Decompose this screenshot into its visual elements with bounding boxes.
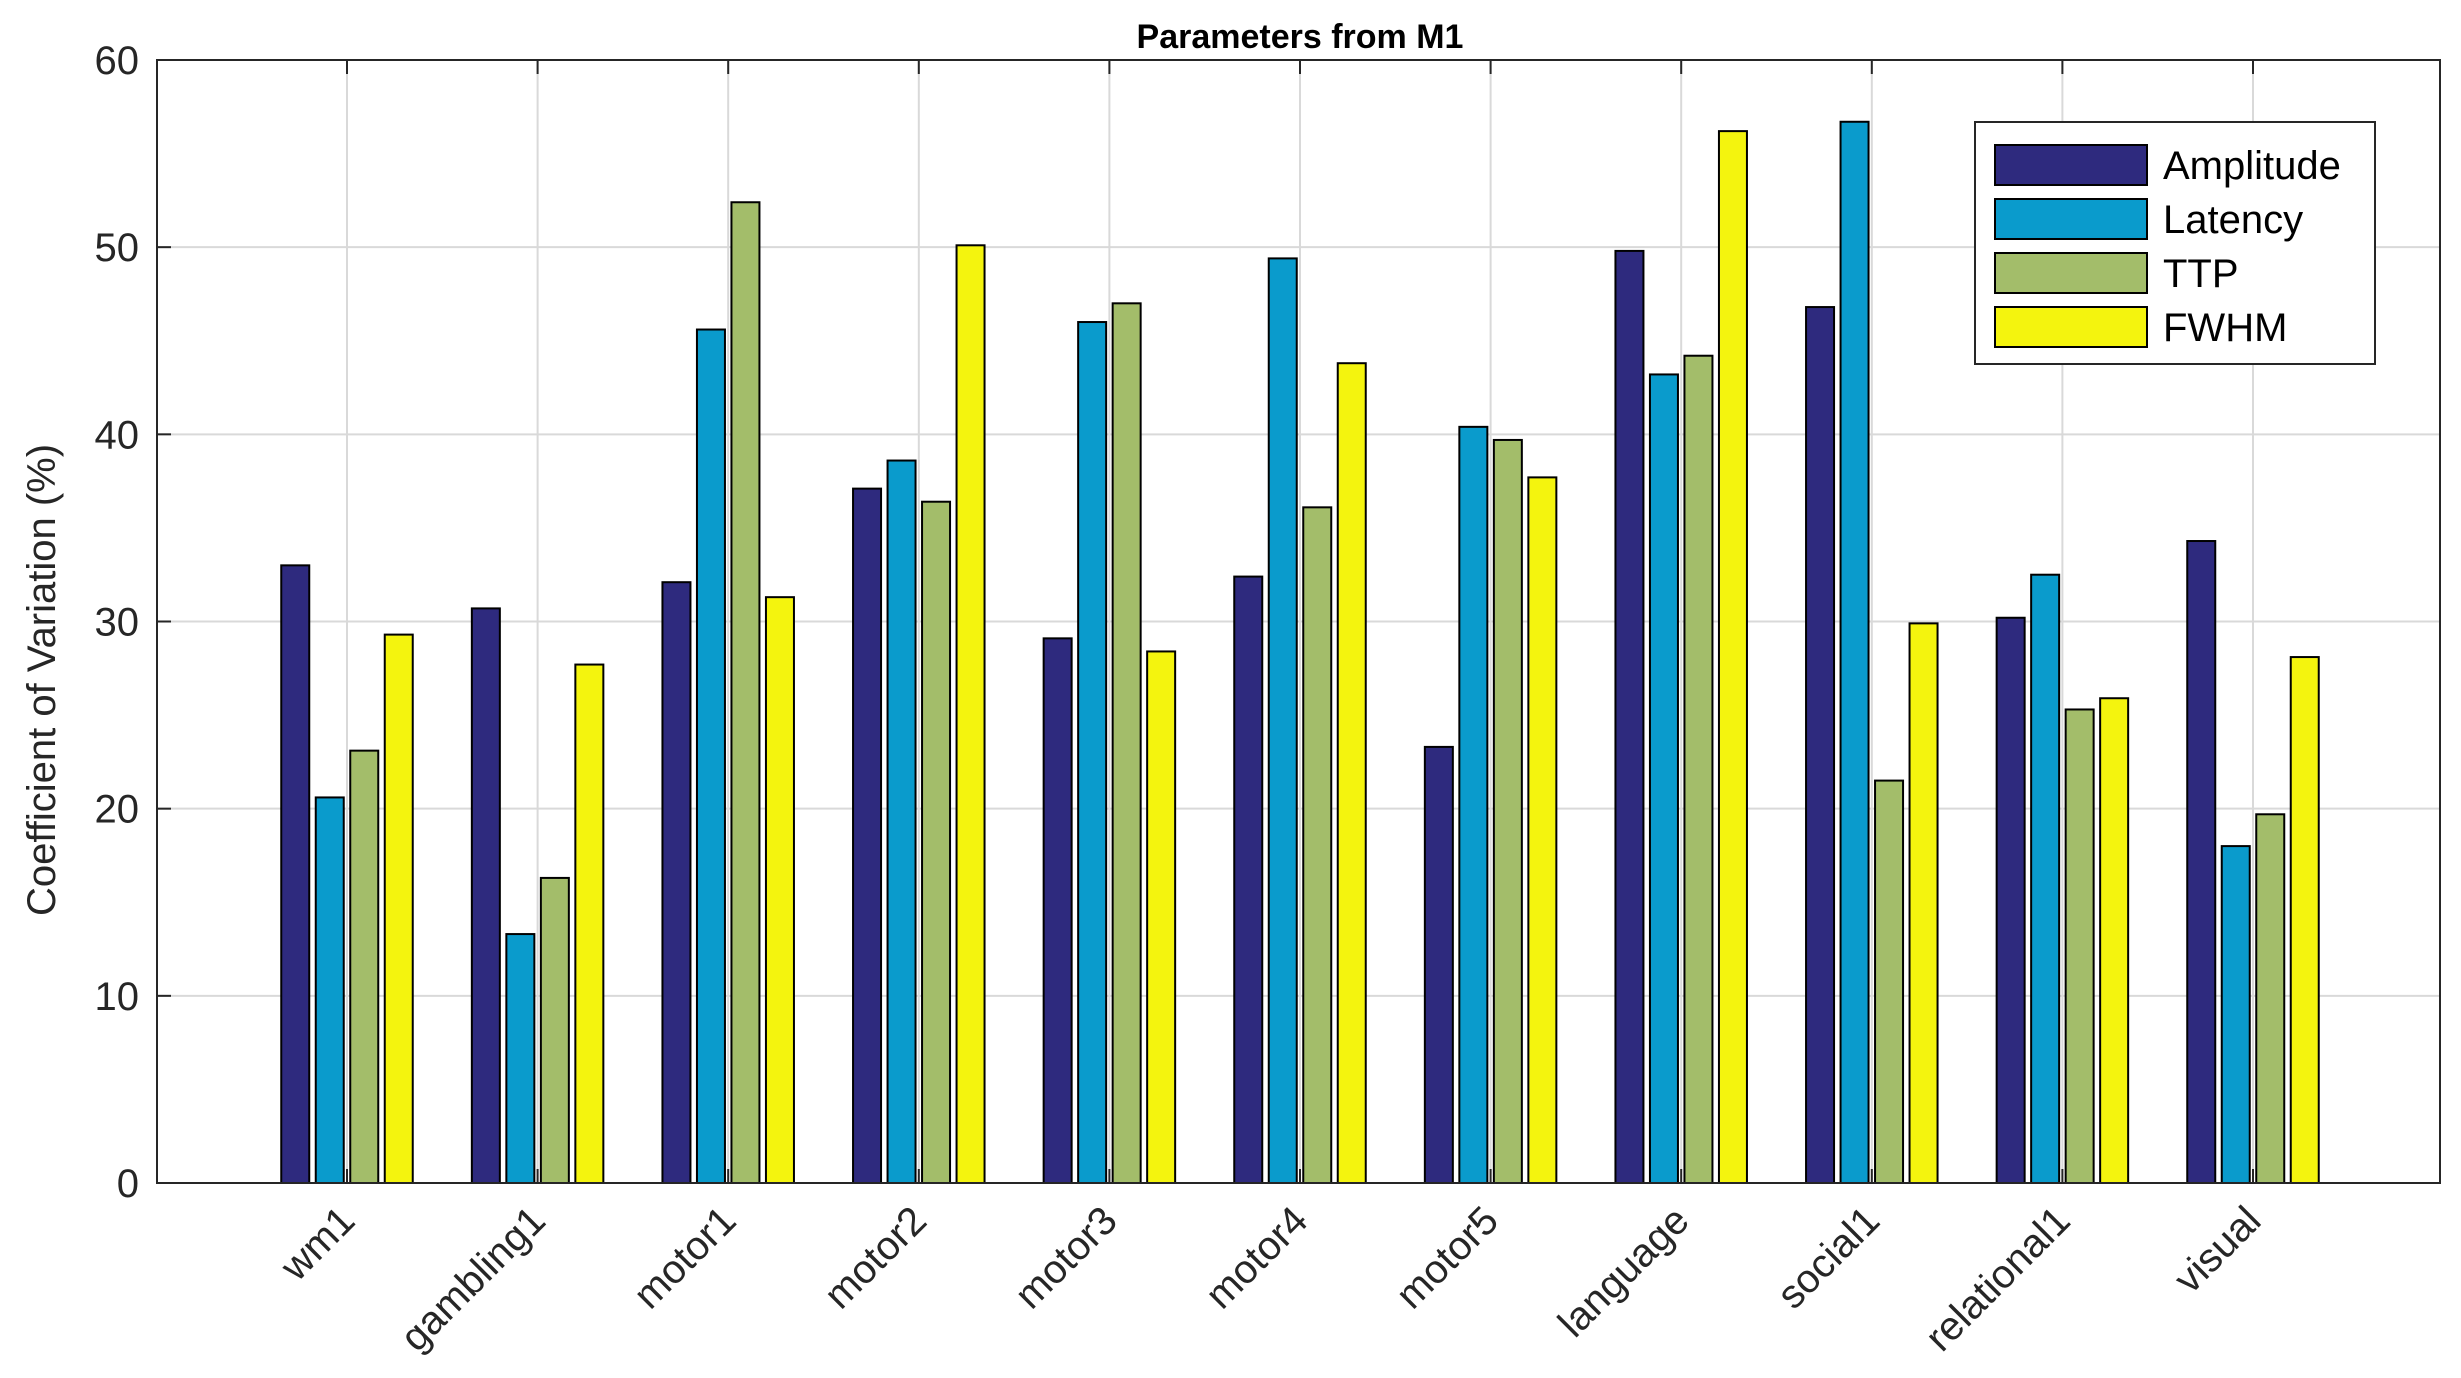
x-tick-label: gambling1 bbox=[392, 1198, 554, 1360]
bar-latency-wm1 bbox=[314, 796, 345, 1184]
y-tick-label: 20 bbox=[95, 788, 140, 832]
bar-latency-motor1 bbox=[695, 328, 726, 1184]
bar-amplitude-language bbox=[1614, 249, 1645, 1185]
bar-fwhm-wm1 bbox=[383, 633, 414, 1184]
legend-label-amplitude: Amplitude bbox=[2163, 144, 2341, 188]
x-tick-label: visual bbox=[2166, 1198, 2269, 1301]
bar-amplitude-visual bbox=[2186, 540, 2217, 1184]
bar-amplitude-gambling1 bbox=[470, 607, 501, 1184]
bar-latency-visual bbox=[2220, 845, 2251, 1184]
bar-latency-gambling1 bbox=[505, 933, 536, 1185]
bar-ttp-visual bbox=[2255, 813, 2286, 1184]
grid-lines bbox=[157, 60, 2440, 1183]
bar-amplitude-motor1 bbox=[661, 581, 692, 1184]
bar-ttp-language bbox=[1683, 354, 1714, 1184]
bar-latency-relational1 bbox=[2030, 573, 2061, 1184]
bar-fwhm-visual bbox=[2289, 656, 2320, 1184]
bar-amplitude-wm1 bbox=[280, 564, 311, 1184]
bar-amplitude-relational1 bbox=[1995, 616, 2026, 1184]
bar-ttp-social1 bbox=[1874, 779, 1905, 1184]
x-tick-label: motor3 bbox=[1007, 1198, 1126, 1317]
bar-fwhm-relational1 bbox=[2099, 697, 2130, 1184]
y-tick-label: 0 bbox=[117, 1162, 139, 1206]
legend-swatch-fwhm bbox=[1994, 306, 2148, 348]
x-tick-label: motor2 bbox=[816, 1198, 935, 1317]
y-tick-label: 50 bbox=[95, 226, 140, 270]
x-tick-label: wm1 bbox=[272, 1198, 364, 1290]
x-tick-label: relational1 bbox=[1917, 1198, 2079, 1360]
bar-ttp-wm1 bbox=[349, 749, 380, 1185]
y-axis-label: Coefficient of Variation (%) bbox=[20, 444, 64, 916]
bar-fwhm-language bbox=[1717, 130, 1748, 1185]
bar-latency-language bbox=[1648, 373, 1679, 1184]
y-tick-label: 60 bbox=[95, 39, 140, 83]
y-tick-label: 10 bbox=[95, 975, 140, 1019]
bar-latency-motor4 bbox=[1267, 257, 1298, 1184]
bars bbox=[280, 120, 2320, 1185]
bar-ttp-motor2 bbox=[921, 500, 952, 1185]
x-tick-label: language bbox=[1550, 1198, 1698, 1346]
bar-ttp-motor5 bbox=[1492, 438, 1523, 1185]
bar-fwhm-motor1 bbox=[764, 596, 795, 1184]
y-axis-ticks: 0 10 20 30 40 50 60 bbox=[95, 39, 171, 1206]
bar-latency-motor3 bbox=[1077, 321, 1108, 1184]
bar-fwhm-motor2 bbox=[955, 244, 986, 1185]
bar-amplitude-motor4 bbox=[1233, 575, 1264, 1184]
bar-ttp-relational1 bbox=[2064, 708, 2095, 1184]
legend: Amplitude Latency TTP FWHM bbox=[1974, 121, 2376, 365]
bar-ttp-motor1 bbox=[730, 201, 761, 1185]
bar-fwhm-motor5 bbox=[1527, 476, 1558, 1184]
bar-fwhm-gambling1 bbox=[574, 663, 605, 1184]
bar-fwhm-motor4 bbox=[1336, 362, 1367, 1184]
legend-swatch-ttp bbox=[1994, 252, 2148, 294]
bar-amplitude-social1 bbox=[1805, 306, 1836, 1184]
y-tick-label: 30 bbox=[95, 601, 140, 645]
legend-label-latency: Latency bbox=[2163, 198, 2303, 242]
legend-swatch-amplitude bbox=[1994, 144, 2148, 186]
x-tick-label: motor5 bbox=[1388, 1198, 1507, 1317]
bar-latency-motor5 bbox=[1458, 425, 1489, 1184]
x-tick-label: social1 bbox=[1769, 1198, 1888, 1317]
bar-amplitude-motor3 bbox=[1042, 637, 1073, 1184]
bar-amplitude-motor5 bbox=[1423, 745, 1454, 1184]
bar-fwhm-motor3 bbox=[1146, 650, 1177, 1184]
legend-swatch-latency bbox=[1994, 198, 2148, 240]
legend-label-fwhm: FWHM bbox=[2163, 306, 2287, 350]
chart-title: Parameters from M1 bbox=[1137, 18, 1464, 56]
bar-ttp-gambling1 bbox=[539, 876, 570, 1184]
bar-ttp-motor4 bbox=[1302, 506, 1333, 1185]
bar-ttp-motor3 bbox=[1111, 302, 1142, 1185]
y-tick-label: 40 bbox=[95, 413, 140, 457]
bar-fwhm-social1 bbox=[1908, 622, 1939, 1184]
bar-latency-social1 bbox=[1839, 120, 1870, 1184]
x-tick-label: motor1 bbox=[625, 1198, 744, 1317]
x-tick-label: motor4 bbox=[1197, 1198, 1316, 1317]
bar-latency-motor2 bbox=[886, 459, 917, 1184]
legend-label-ttp: TTP bbox=[2163, 252, 2239, 296]
bar-amplitude-motor2 bbox=[852, 487, 883, 1184]
